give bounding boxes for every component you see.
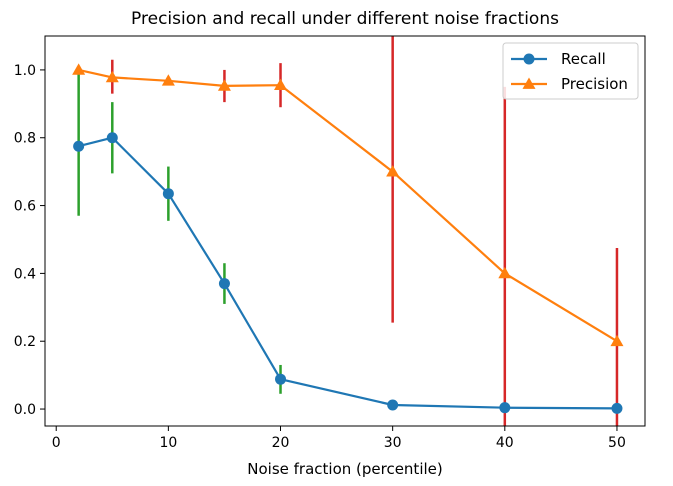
legend-recall-marker <box>523 53 535 65</box>
recall-point <box>106 132 118 144</box>
legend-recall-label: Recall <box>561 50 606 68</box>
precision-point <box>72 63 86 75</box>
y-tick-label: 0.4 <box>14 266 36 282</box>
recall-point <box>73 140 85 152</box>
x-tick-label: 10 <box>159 435 177 451</box>
recall-point <box>387 399 399 411</box>
precision-point <box>386 165 400 177</box>
recall-point <box>218 278 230 290</box>
x-axis-title: Noise fraction (percentile) <box>247 460 442 478</box>
recall-point <box>162 188 174 200</box>
chart-title: Precision and recall under different noi… <box>131 9 559 29</box>
precision-line <box>78 68 618 343</box>
x-tick-label: 50 <box>608 435 626 451</box>
y-tick-label: 0.8 <box>14 131 36 147</box>
precision-point <box>161 74 175 86</box>
precision-point <box>498 266 512 279</box>
x-tick-label: 20 <box>272 435 290 451</box>
x-tick-label: 30 <box>384 435 402 451</box>
plot-frame <box>44 35 646 427</box>
legend-precision-label: Precision <box>561 75 628 93</box>
axis-ticks: 0 10 20 30 40 50 0.0 0.2 0.4 0.6 0.8 1.0 <box>14 63 626 451</box>
recall-point <box>611 402 623 414</box>
legend-precision-marker <box>522 77 536 89</box>
x-tick-label: 0 <box>52 435 61 451</box>
series-lines <box>78 68 618 410</box>
y-tick-label: 0.0 <box>14 402 36 418</box>
recall-line <box>78 136 618 410</box>
recall-point <box>499 402 511 414</box>
precision-point <box>610 334 624 347</box>
y-tick-label: 0.2 <box>14 334 36 350</box>
legend: Recall Precision <box>502 42 639 100</box>
recall-point <box>275 373 287 385</box>
y-tick-label: 1.0 <box>14 63 36 79</box>
x-tick-label: 40 <box>496 435 514 451</box>
precision-point <box>217 79 231 91</box>
series-markers <box>72 63 624 414</box>
precision-point <box>274 78 288 91</box>
y-tick-label: 0.6 <box>14 199 36 215</box>
precision-point <box>105 70 119 83</box>
